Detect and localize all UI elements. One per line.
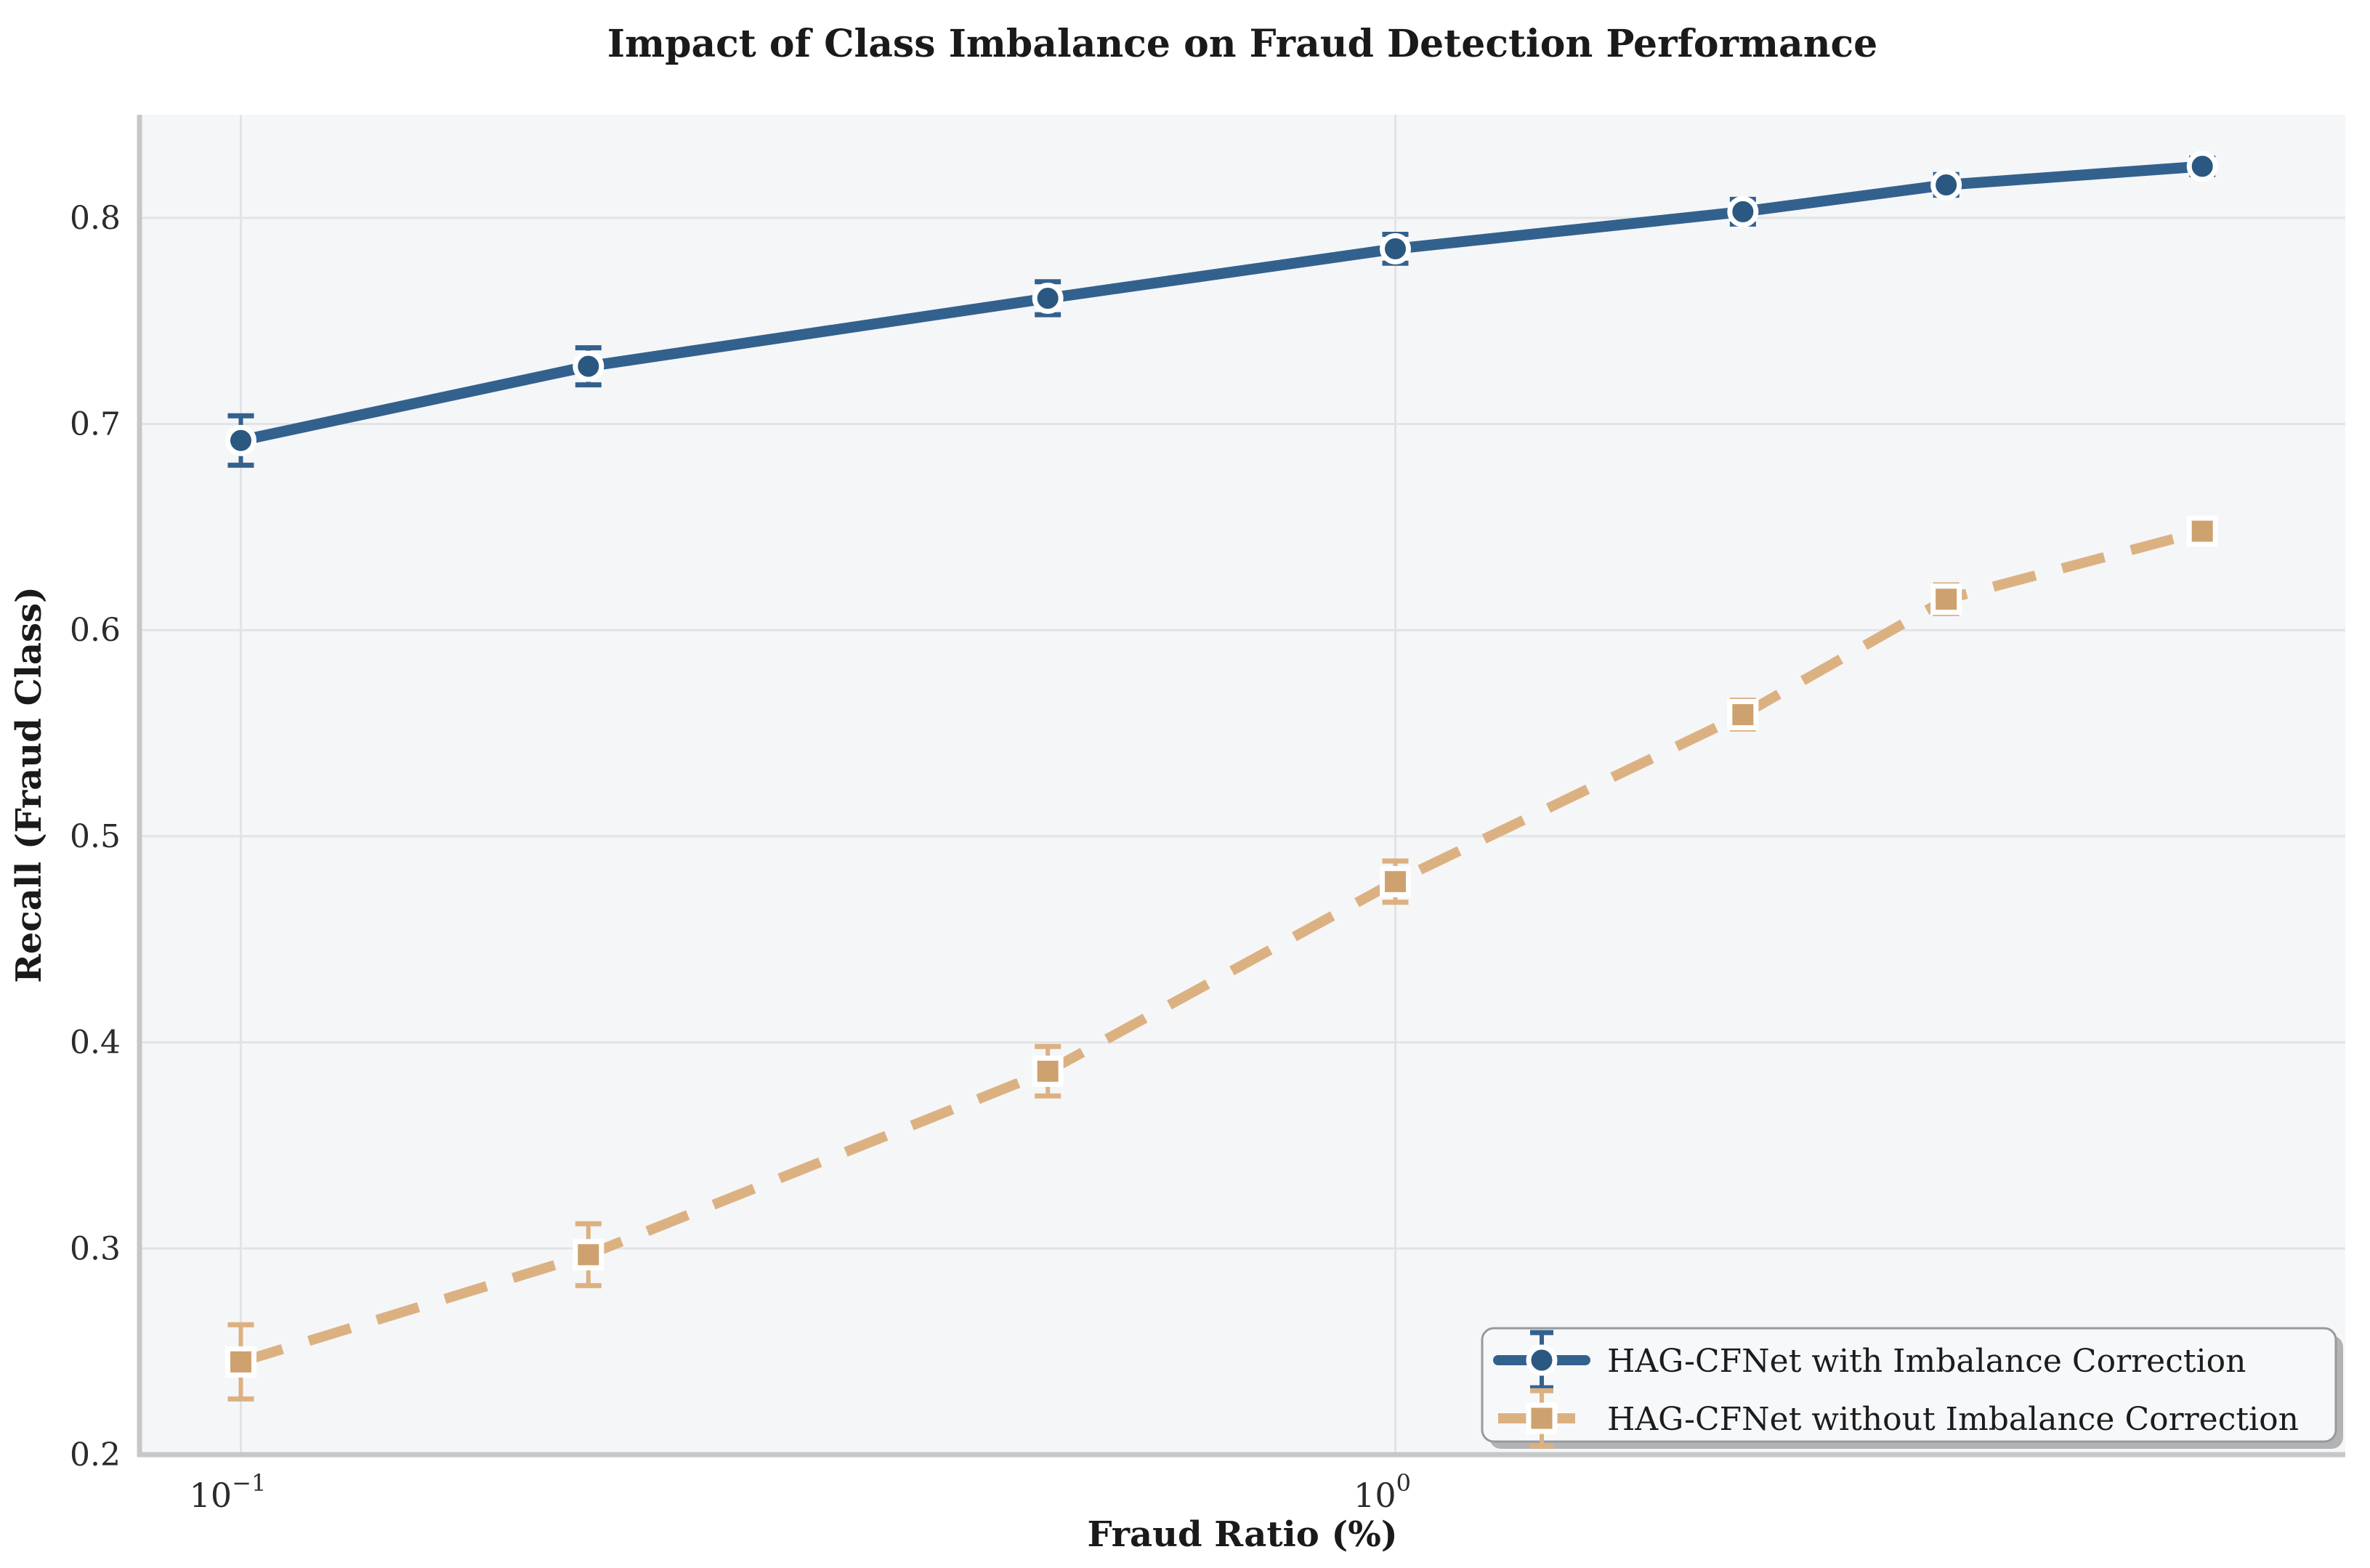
square-marker — [1727, 699, 1759, 731]
square-marker — [1380, 865, 1412, 897]
circle-marker — [1032, 282, 1064, 314]
chart-title: Impact of Class Imbalance on Fraud Detec… — [607, 22, 1878, 66]
y-tick-label: 0.8 — [70, 200, 121, 237]
legend-sample-layer — [1493, 1330, 1590, 1449]
plot-area — [139, 115, 2345, 1455]
x-tick-label: 100 — [1354, 1469, 1411, 1515]
gridline-layer — [139, 115, 2345, 1455]
legend: HAG-CFNet with Imbalance Correction HAG-… — [1481, 1327, 2343, 1449]
square-marker — [1032, 1055, 1064, 1087]
legend-square-marker — [1526, 1402, 1558, 1434]
y-tick-label: 0.2 — [70, 1436, 121, 1474]
circle-marker — [2186, 150, 2218, 182]
square-marker — [225, 1346, 256, 1378]
circle-marker — [573, 350, 604, 382]
square-marker — [2186, 515, 2218, 547]
series-without-correction — [225, 515, 2218, 1402]
circle-marker — [1380, 233, 1412, 264]
y-tick-label: 0.4 — [70, 1025, 121, 1062]
x-tick-label: 10−1 — [190, 1469, 267, 1515]
legend-circle-marker — [1526, 1344, 1558, 1376]
circle-marker — [1727, 195, 1759, 227]
legend-label-with-correction: HAG-CFNet with Imbalance Correction — [1607, 1343, 2246, 1380]
circle-marker — [225, 424, 256, 456]
plot-background-layer — [139, 115, 2345, 1455]
legend-frame — [1481, 1327, 2337, 1443]
data-series-layer — [225, 150, 2218, 1402]
legend-sample-with-correction — [1493, 1330, 1590, 1391]
series-with-correction — [225, 150, 2218, 468]
legend-box — [1481, 1327, 2343, 1449]
square-marker — [1930, 583, 1962, 615]
y-tick-label: 0.3 — [70, 1230, 121, 1267]
x-axis-label: Fraud Ratio (%) — [1087, 1514, 1397, 1555]
x-tick-exponent: 0 — [1396, 1469, 1411, 1497]
x-tick-exponent: −1 — [232, 1469, 266, 1497]
legend-sample-without-correction — [1498, 1388, 1585, 1449]
y-axis-label: Recall (Fraud Class) — [9, 586, 49, 983]
y-tick-label: 0.7 — [70, 406, 121, 443]
axis-spine-layer — [137, 115, 2345, 1458]
y-tick-label: 0.6 — [70, 612, 121, 649]
square-marker — [573, 1239, 604, 1271]
y-tick-label: 0.5 — [70, 818, 121, 855]
tick-label-layer: 0.2 0.3 0.4 0.5 0.6 0.7 0.8 10−1 100 — [70, 200, 1411, 1515]
circle-marker — [1930, 169, 1962, 201]
legend-label-without-correction: HAG-CFNet without Imbalance Correction — [1607, 1401, 2299, 1438]
